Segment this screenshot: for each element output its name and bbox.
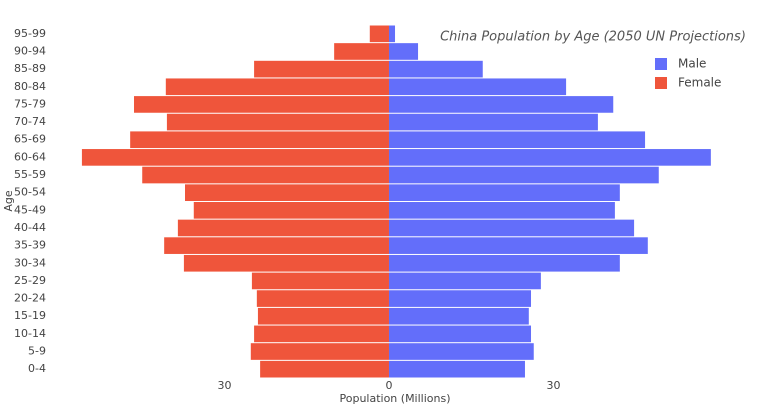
- y-tick-label: 95-99: [14, 27, 46, 40]
- legend-swatch: [655, 77, 667, 89]
- x-tick-label: 30: [217, 379, 231, 392]
- legend-label: Male: [678, 57, 706, 71]
- bar: [388, 96, 614, 113]
- bar: [251, 272, 389, 290]
- y-tick-label: 60-64: [14, 150, 46, 163]
- bar: [388, 43, 419, 60]
- x-tick-label: 0: [385, 379, 392, 392]
- bar: [81, 149, 389, 166]
- legend-swatch: [655, 58, 667, 70]
- bar: [130, 131, 389, 149]
- bar: [254, 60, 389, 78]
- bar: [388, 325, 532, 343]
- chart-title: China Population by Age (2050 UN Project…: [440, 30, 746, 45]
- x-axis-title: Population (Millions): [339, 392, 450, 405]
- bar: [388, 272, 541, 290]
- y-tick-label: 10-14: [14, 327, 46, 340]
- y-tick-label: 35-39: [14, 239, 46, 252]
- y-tick-label: 30-34: [14, 256, 46, 269]
- bar: [388, 25, 396, 43]
- bar: [388, 202, 615, 219]
- bar: [177, 219, 389, 237]
- bar: [388, 78, 567, 96]
- bar: [185, 184, 389, 201]
- bar: [254, 325, 389, 343]
- y-axis-title: Age: [2, 190, 15, 212]
- y-tick-label: 20-24: [14, 292, 46, 305]
- bar: [260, 360, 389, 378]
- y-tick-label: 40-44: [14, 221, 46, 234]
- bar: [388, 343, 534, 360]
- y-tick-label: 45-49: [14, 203, 46, 216]
- bar: [256, 290, 389, 307]
- bar: [388, 219, 635, 237]
- x-tick-label: 30: [546, 379, 560, 392]
- bar: [388, 149, 711, 166]
- y-tick-label: 0-4: [28, 362, 46, 375]
- bar: [250, 343, 389, 360]
- bar: [388, 307, 529, 325]
- y-tick-label: 55-59: [14, 168, 46, 181]
- bar: [388, 184, 620, 201]
- bar: [193, 202, 389, 219]
- bar: [388, 360, 525, 378]
- bar: [388, 60, 483, 78]
- bar: [142, 166, 389, 184]
- bar: [165, 78, 389, 96]
- y-tick-label: 25-29: [14, 274, 46, 287]
- legend-label: Female: [678, 76, 721, 90]
- bar: [334, 43, 389, 60]
- bar: [388, 290, 532, 307]
- y-tick-label: 80-84: [14, 80, 46, 93]
- bar: [134, 96, 389, 113]
- bar: [388, 237, 648, 254]
- bar: [164, 237, 389, 254]
- bar: [388, 166, 659, 184]
- bar: [166, 113, 389, 131]
- y-tick-label: 50-54: [14, 186, 46, 199]
- y-tick-label: 65-69: [14, 133, 46, 146]
- y-tick-label: 75-79: [14, 97, 46, 110]
- y-tick-label: 70-74: [14, 115, 46, 128]
- y-tick-label: 15-19: [14, 309, 46, 322]
- y-tick-label: 85-89: [14, 62, 46, 75]
- bar: [369, 25, 389, 43]
- bar: [388, 131, 646, 149]
- bar: [257, 307, 389, 325]
- bar: [388, 113, 598, 131]
- bar: [388, 254, 620, 272]
- y-tick-label: 90-94: [14, 44, 46, 57]
- y-tick-label: 5-9: [28, 345, 46, 358]
- bar: [183, 254, 389, 272]
